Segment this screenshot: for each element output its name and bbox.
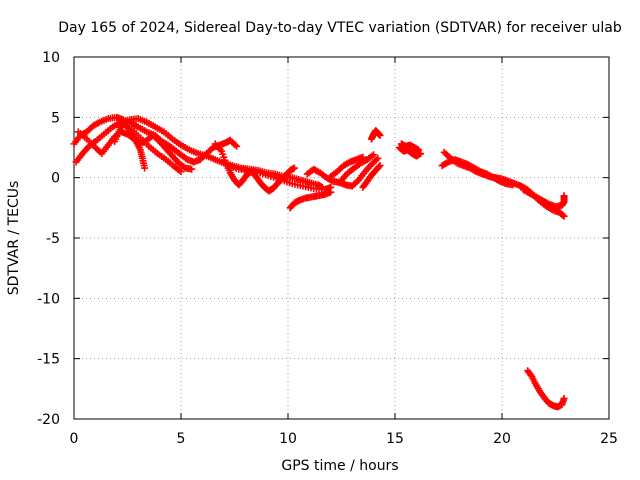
data-point [527, 371, 535, 379]
y-tick-label: -15 [37, 352, 60, 368]
chart-title: Day 165 of 2024, Sidereal Day-to-day VTE… [58, 20, 622, 36]
data-point [560, 394, 568, 402]
x-axis-label: GPS time / hours [281, 458, 398, 474]
data-point [375, 163, 383, 171]
grid-lines [74, 57, 609, 419]
data-point [374, 154, 382, 162]
series-arc5 [128, 125, 185, 176]
x-tick-label: 20 [493, 431, 511, 447]
y-tick-labels: 10 5 0 -5 -10 -15 -20 [37, 50, 60, 428]
data-point [177, 168, 185, 176]
series-arc8 [286, 188, 335, 212]
axis-ticks [73, 56, 610, 420]
data-point [415, 146, 423, 154]
series-arc14 [395, 140, 425, 160]
data-point [233, 142, 241, 150]
series-arc16 [438, 156, 517, 189]
data-point [188, 165, 196, 173]
data-point [327, 188, 335, 196]
data-point [509, 181, 517, 189]
series-arc11 [338, 151, 378, 184]
series-arc4 [111, 119, 149, 172]
data-point [560, 192, 568, 200]
x-tick-label: 25 [600, 431, 618, 447]
y-tick-label: -10 [37, 291, 60, 307]
data-point [370, 151, 378, 159]
x-tick-label: 15 [386, 431, 404, 447]
series-arc2 [72, 115, 326, 191]
series-arc17 [519, 186, 568, 211]
x-tick-label: 5 [177, 431, 186, 447]
series-arc9 [303, 154, 382, 190]
data-point [376, 131, 384, 139]
y-tick-label: -20 [37, 412, 60, 428]
series-arc6 [211, 140, 298, 195]
data-points [70, 113, 568, 411]
data-point [559, 211, 567, 219]
x-tick-label: 0 [70, 431, 79, 447]
x-tick-label: 10 [279, 431, 297, 447]
series-arc18 [524, 367, 568, 411]
data-point [290, 164, 298, 172]
series-arc7 [224, 162, 335, 194]
y-tick-label: 5 [51, 110, 60, 126]
series-arc13 [367, 127, 384, 143]
x-tick-labels: 0 5 10 15 20 25 [70, 431, 618, 447]
data-point [417, 150, 425, 158]
data-point [376, 162, 384, 170]
y-axis-label: SDTVAR / TECUs [6, 181, 22, 296]
y-tick-label: -5 [46, 231, 60, 247]
data-point [141, 164, 149, 172]
series-arc12 [359, 162, 384, 191]
y-tick-label: 10 [42, 50, 60, 66]
data-point [560, 212, 568, 220]
y-tick-label: 0 [51, 171, 60, 187]
